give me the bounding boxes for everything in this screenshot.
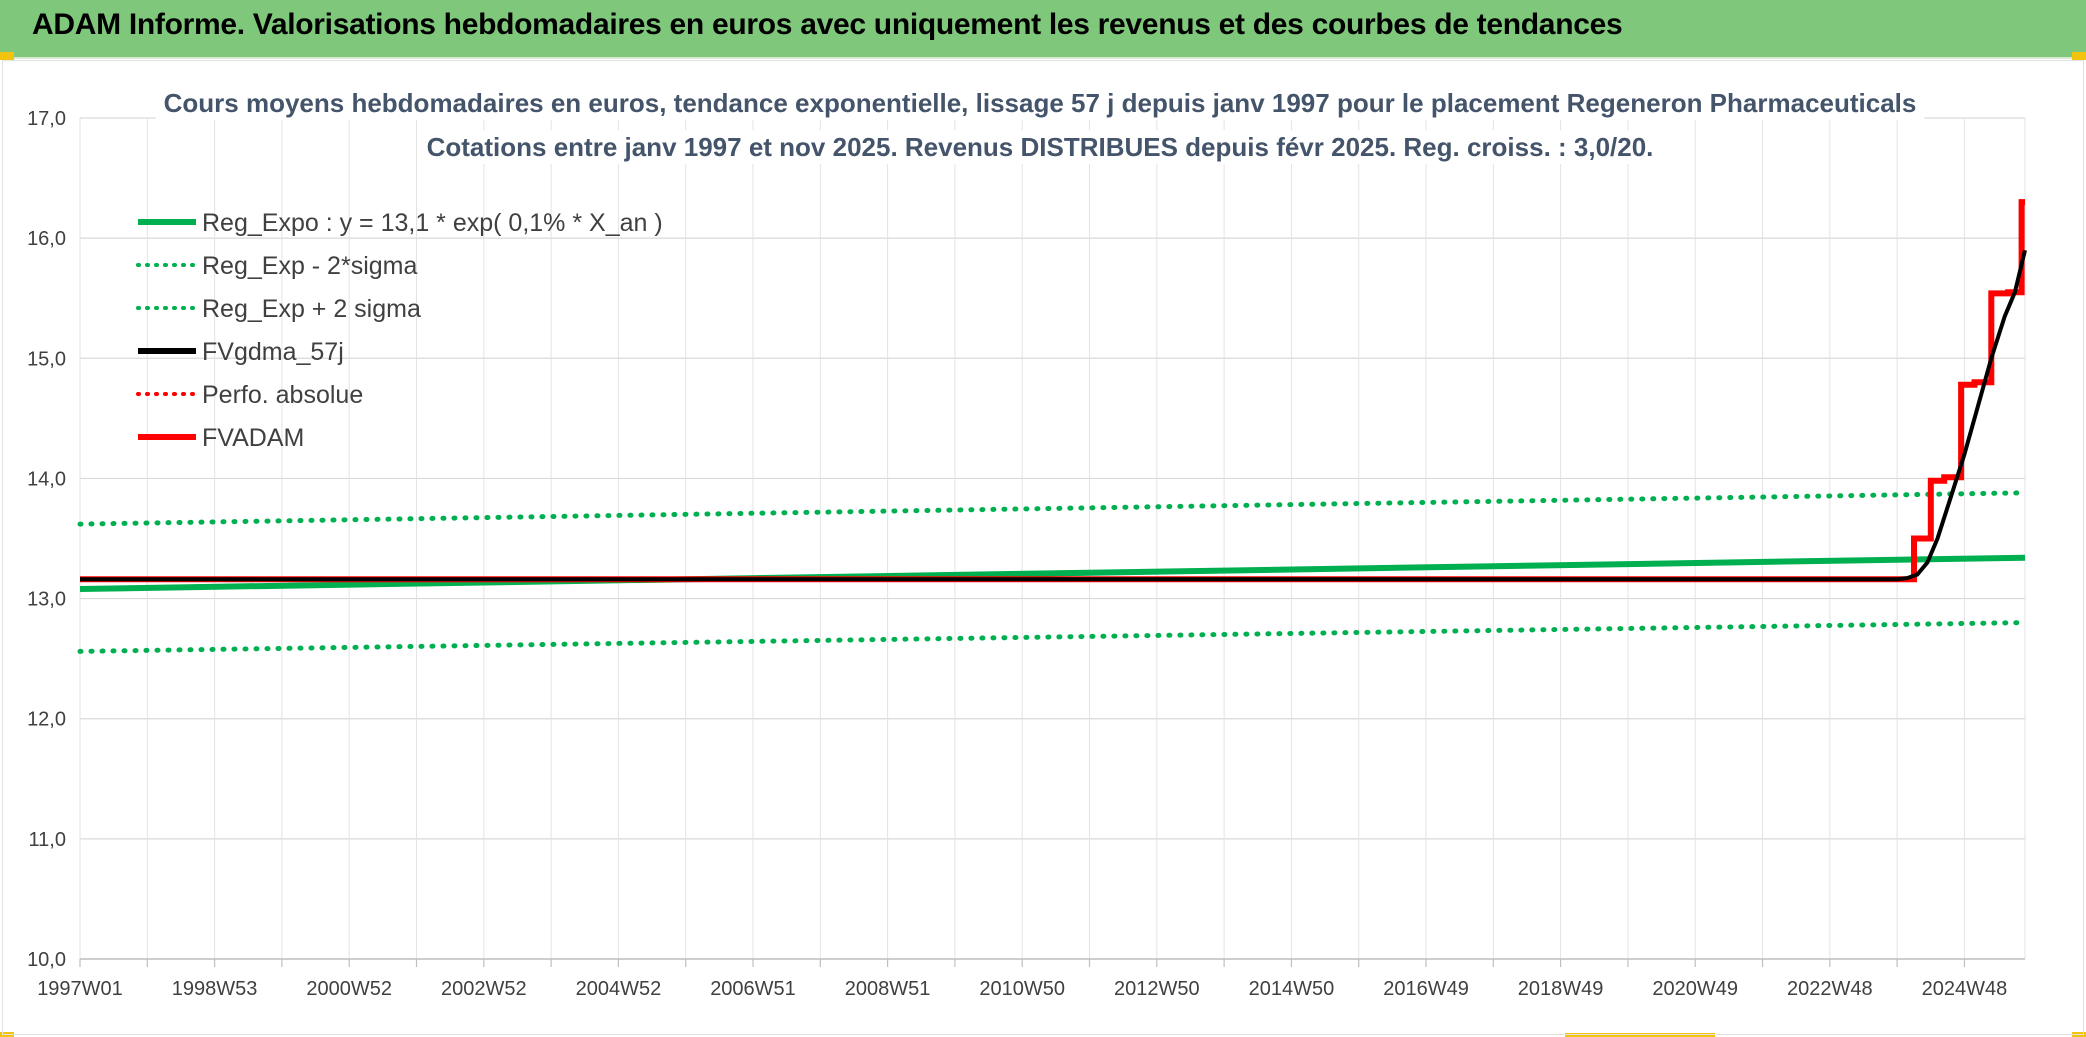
y-tick-label: 17,0 xyxy=(27,108,66,130)
x-tick-label: 2006W51 xyxy=(710,978,796,1000)
y-tick-label: 14,0 xyxy=(27,468,66,490)
x-tick-label: 2024W48 xyxy=(1922,978,2008,1000)
legend-label: FVADAM xyxy=(202,424,304,452)
chart-series xyxy=(77,199,2028,654)
series-line-2 xyxy=(77,490,2028,527)
x-tick-label: 1997W01 xyxy=(37,978,123,1000)
x-tick-label: 2018W49 xyxy=(1518,978,1604,1000)
accent-corner-top-left xyxy=(0,52,14,60)
chart-frame xyxy=(2,60,2084,1035)
x-tick-label: 1998W53 xyxy=(172,978,258,1000)
x-tick-label: 2004W52 xyxy=(576,978,662,1000)
series-line-0 xyxy=(79,554,2026,592)
series-line-5 xyxy=(80,199,2025,583)
legend-label: Reg_Exp - 2*sigma xyxy=(202,252,417,280)
accent-mark-bottom-middle xyxy=(1565,1033,1715,1037)
y-tick-label: 16,0 xyxy=(27,228,66,250)
chart-axes: 10,0 11,0 12,0 13,0 14,0 15,0 16,0 17,0 1997W01 1… xyxy=(27,108,2025,1000)
x-tick-label: 2008W51 xyxy=(845,978,931,1000)
x-tick-label: 2016W49 xyxy=(1383,978,1469,1000)
title-background xyxy=(155,86,1925,120)
x-tick-label: 2014W50 xyxy=(1249,978,1335,1000)
series-line-1 xyxy=(77,620,2028,654)
y-tick-label: 13,0 xyxy=(27,589,66,611)
x-tick-label: 2002W52 xyxy=(441,978,527,1000)
accent-corner-top-right xyxy=(2072,52,2086,60)
y-tick-label: 12,0 xyxy=(27,709,66,731)
x-tick-label: 2020W49 xyxy=(1652,978,1738,1000)
legend-label: FVgdma_57j xyxy=(202,338,344,366)
y-tick-label: 10,0 xyxy=(27,949,66,971)
y-tick-label: 11,0 xyxy=(29,829,66,851)
legend-label: Reg_Expo : y = 13,1 * exp( 0,1% * X_an ) xyxy=(202,209,663,237)
legend-label: Reg_Exp + 2 sigma xyxy=(202,295,421,323)
series-line-3 xyxy=(80,249,2027,582)
chart-subtitle: Cotations entre janv 1997 et nov 2025. R… xyxy=(427,132,1654,162)
title-background xyxy=(418,130,1662,164)
x-tick-label: 2000W52 xyxy=(306,978,392,1000)
chart-title: Cours moyens hebdomadaires en euros, ten… xyxy=(164,88,1917,118)
y-tick-label: 15,0 xyxy=(27,348,66,370)
x-tick-label: 2012W50 xyxy=(1114,978,1200,1000)
x-tick-label: 2022W48 xyxy=(1787,978,1873,1000)
report-title: ADAM Informe. Valorisations hebdomadaire… xyxy=(32,8,1623,41)
chart-legend: Reg_Expo : y = 13,1 * exp( 0,1% * X_an )… xyxy=(136,209,663,452)
report-banner: ADAM Informe. Valorisations hebdomadaire… xyxy=(0,0,2086,59)
legend-label: Perfo. absolue xyxy=(202,381,363,409)
chart-grid xyxy=(79,117,2026,960)
x-tick-label: 2010W50 xyxy=(979,978,1065,1000)
